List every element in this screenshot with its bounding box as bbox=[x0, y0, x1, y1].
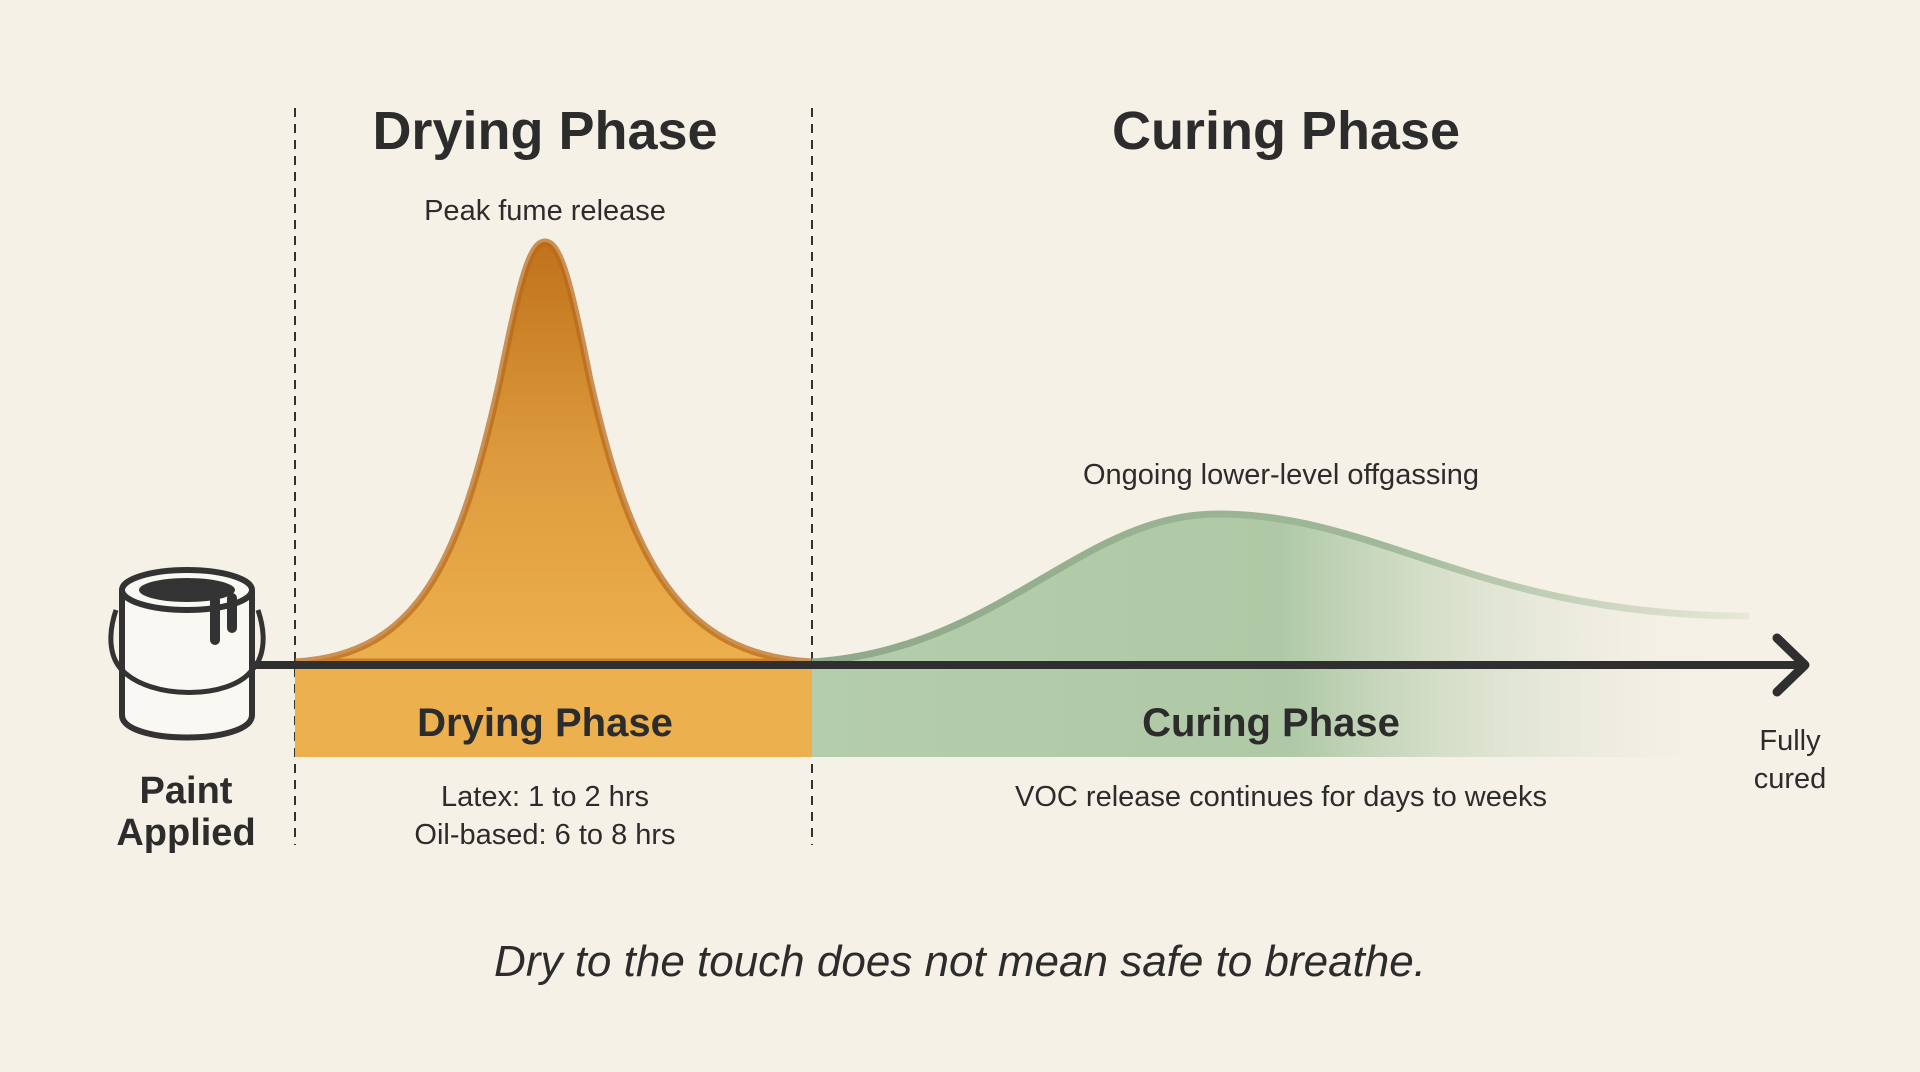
ongoing-offgassing-label: Ongoing lower-level offgassing bbox=[1083, 459, 1479, 491]
paint-applied-label-line1: Paint bbox=[140, 770, 233, 812]
paint-applied-label-line2: Applied bbox=[116, 812, 255, 854]
fully-cured-label-line1: Fully bbox=[1759, 725, 1821, 757]
drying-band bbox=[295, 665, 812, 757]
peak-fume-label: Peak fume release bbox=[424, 195, 666, 227]
caption: Dry to the touch does not mean safe to b… bbox=[494, 937, 1426, 986]
drying-fume-curve bbox=[294, 238, 813, 666]
fully-cured-label-line2: cured bbox=[1754, 763, 1827, 795]
paint-can-icon bbox=[108, 567, 266, 741]
drying-band-label: Drying Phase bbox=[417, 701, 673, 745]
arrow-head-icon bbox=[1772, 633, 1810, 697]
curing-duration-note: VOC release continues for days to weeks bbox=[1015, 781, 1547, 813]
drying-phase-title: Drying Phase bbox=[372, 101, 717, 161]
curing-offgas-curve bbox=[811, 510, 1750, 666]
latex-dry-time: Latex: 1 to 2 hrs bbox=[441, 781, 649, 813]
curing-band-label: Curing Phase bbox=[1142, 701, 1400, 745]
curing-phase-title: Curing Phase bbox=[1112, 101, 1460, 161]
oil-dry-time: Oil-based: 6 to 8 hrs bbox=[414, 819, 675, 851]
curing-band bbox=[812, 665, 1772, 757]
curing-offgas-curve-fill bbox=[812, 514, 1749, 662]
